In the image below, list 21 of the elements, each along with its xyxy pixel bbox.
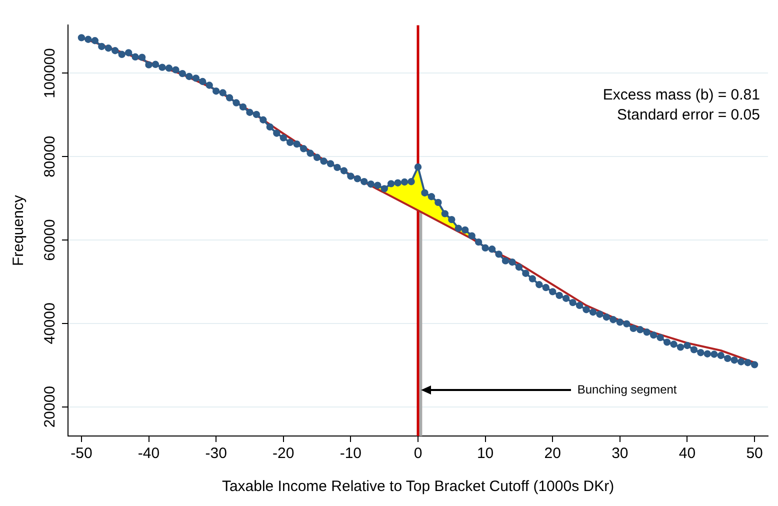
y-tick-label: 60000 [42,219,59,261]
x-axis-title: Taxable Income Relative to Top Bracket Cutoff (1000s DKr) [222,478,614,496]
annotation: Standard error = 0.05 [616,106,760,124]
y-tick-label: 40000 [42,302,59,344]
y-tick-label: 100000 [42,48,59,98]
x-tick-label: 40 [678,445,696,462]
annotation: Bunching segment [577,382,678,396]
x-tick-label: -20 [272,445,294,462]
y-tick-label: 20000 [42,386,59,428]
x-tick-label: 30 [612,445,628,462]
x-tick-label: 50 [746,445,763,462]
x-tick-label: 0 [414,445,422,462]
y-tick-label: 80000 [42,136,59,178]
x-tick-label: -40 [138,445,160,462]
x-tick-label: 20 [544,445,561,462]
x-tick-label: -50 [70,445,92,462]
y-axis-title: Frequency [10,194,28,266]
x-tick-label: -10 [340,445,362,462]
x-tick-label: -30 [205,445,227,462]
annotation: Excess mass (b) = 0.81 [602,86,760,104]
x-tick-label: 10 [476,445,494,462]
